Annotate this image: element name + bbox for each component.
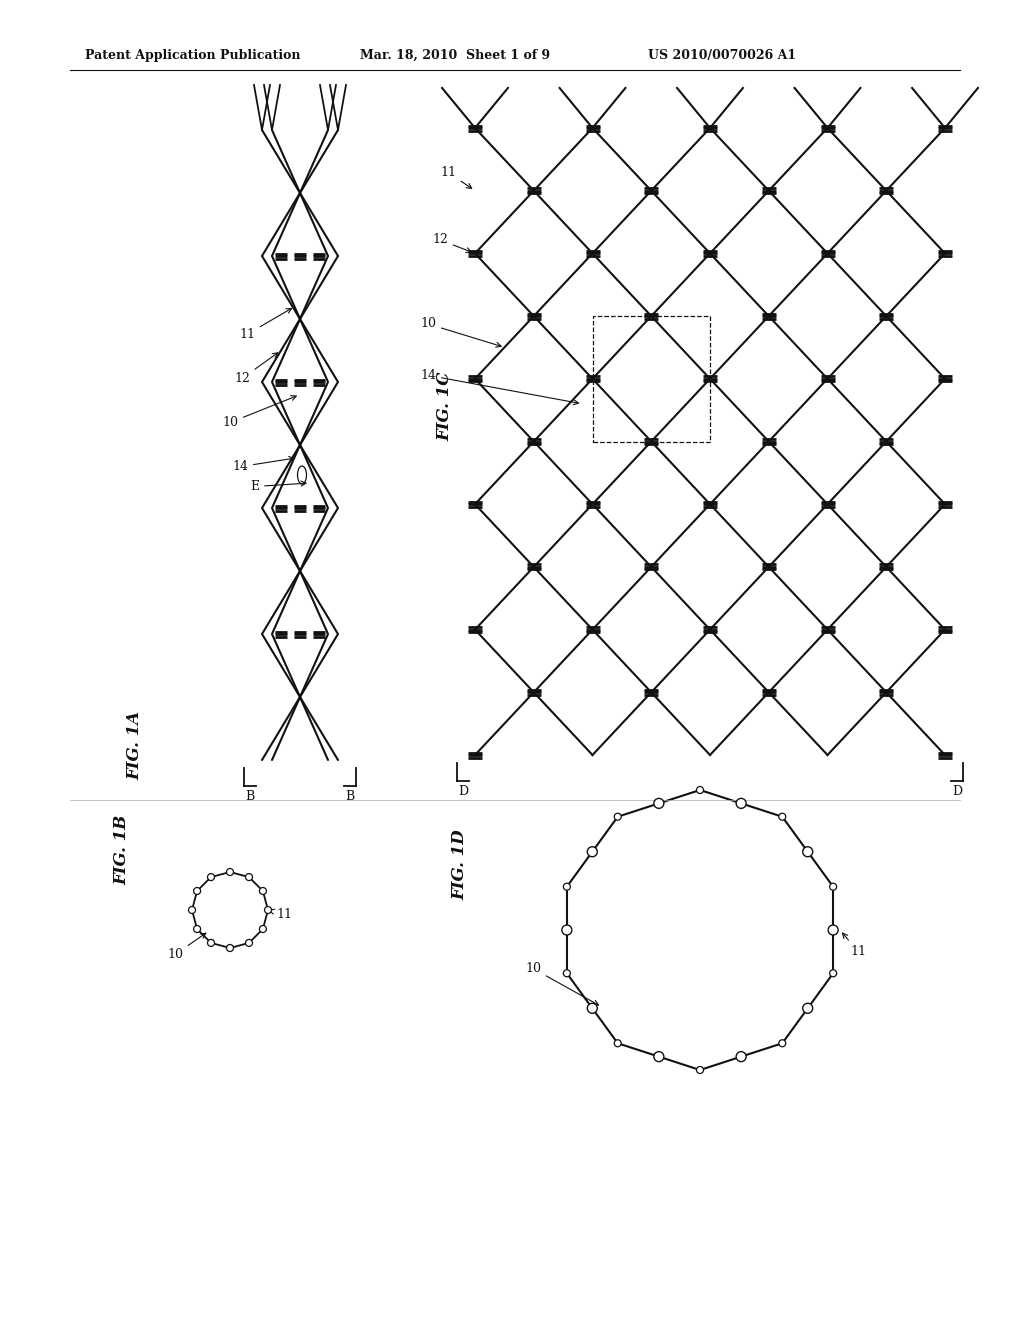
- Circle shape: [208, 940, 214, 946]
- Circle shape: [563, 970, 570, 977]
- Text: 14: 14: [232, 457, 294, 473]
- Circle shape: [588, 846, 597, 857]
- Text: 10: 10: [525, 962, 598, 1005]
- Circle shape: [208, 874, 214, 880]
- Text: Patent Application Publication: Patent Application Publication: [85, 49, 300, 62]
- Circle shape: [696, 787, 703, 793]
- Circle shape: [736, 799, 746, 808]
- Circle shape: [803, 1003, 813, 1014]
- Text: FIG. 1C: FIG. 1C: [436, 371, 454, 441]
- Circle shape: [194, 887, 201, 895]
- Circle shape: [264, 907, 271, 913]
- Text: 11: 11: [843, 933, 866, 958]
- Text: 10: 10: [420, 317, 501, 347]
- Circle shape: [188, 907, 196, 913]
- Circle shape: [246, 940, 253, 946]
- Circle shape: [654, 1052, 664, 1061]
- Text: 12: 12: [432, 234, 471, 252]
- Text: US 2010/0070026 A1: US 2010/0070026 A1: [648, 49, 796, 62]
- Circle shape: [194, 925, 201, 932]
- Bar: [593, 315, 710, 441]
- Circle shape: [562, 925, 571, 935]
- Text: FIG. 1A: FIG. 1A: [127, 711, 143, 780]
- Text: 10: 10: [222, 396, 296, 429]
- Text: Mar. 18, 2010  Sheet 1 of 9: Mar. 18, 2010 Sheet 1 of 9: [360, 49, 550, 62]
- Text: 11: 11: [440, 166, 472, 189]
- Circle shape: [779, 813, 785, 820]
- Circle shape: [259, 925, 266, 932]
- Circle shape: [614, 813, 622, 820]
- Circle shape: [563, 883, 570, 890]
- Text: FIG. 1D: FIG. 1D: [452, 829, 469, 900]
- Circle shape: [588, 1003, 597, 1014]
- Circle shape: [736, 1052, 746, 1061]
- Text: B: B: [246, 789, 255, 803]
- Text: D: D: [458, 785, 468, 799]
- Text: E: E: [250, 480, 306, 492]
- Circle shape: [779, 1040, 785, 1047]
- Text: 14: 14: [420, 368, 579, 405]
- Text: 10: 10: [167, 933, 206, 961]
- Text: D: D: [952, 785, 963, 799]
- Circle shape: [226, 945, 233, 952]
- Circle shape: [259, 887, 266, 895]
- Circle shape: [246, 874, 253, 880]
- Circle shape: [654, 799, 664, 808]
- Circle shape: [614, 1040, 622, 1047]
- Text: 11: 11: [269, 908, 292, 921]
- Circle shape: [696, 1067, 703, 1073]
- Text: 11: 11: [239, 309, 292, 341]
- Text: FIG. 1B: FIG. 1B: [114, 814, 130, 884]
- Text: 12: 12: [234, 352, 278, 385]
- Circle shape: [829, 970, 837, 977]
- Circle shape: [829, 883, 837, 890]
- Circle shape: [803, 846, 813, 857]
- Circle shape: [226, 869, 233, 875]
- Text: B: B: [345, 789, 354, 803]
- Circle shape: [828, 925, 839, 935]
